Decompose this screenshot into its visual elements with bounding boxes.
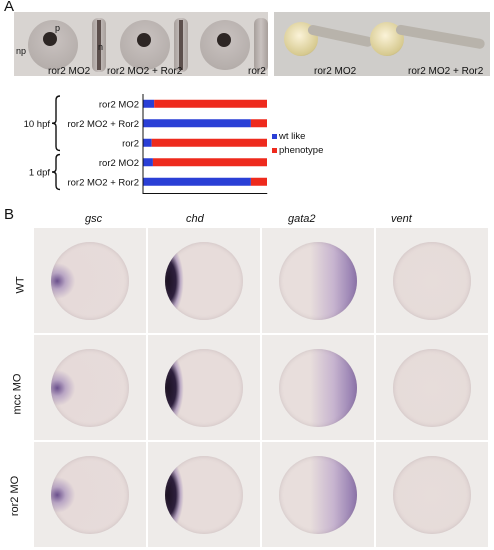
- bar-phenotype: [250, 119, 267, 128]
- caption-ror2: ror2: [248, 66, 266, 77]
- in-situ-image: [34, 228, 146, 333]
- embryo: [393, 241, 471, 320]
- in-situ-image: [262, 228, 374, 333]
- embryo: [279, 348, 357, 427]
- in-situ-image: [376, 228, 488, 333]
- column-header-gata2: gata2: [288, 213, 316, 225]
- bar-wt-like: [143, 119, 251, 128]
- category-label: ror2: [122, 138, 139, 149]
- in-situ-image: [34, 442, 146, 547]
- in-situ-grid: [34, 228, 490, 548]
- category-label: ror2 MO2 + Ror2: [67, 119, 139, 130]
- stage-10hpf-brace: [51, 95, 61, 152]
- column-header-chd: chd: [186, 213, 204, 225]
- bar-wt-like: [143, 177, 251, 186]
- phenotype-bar-chart: ror2 MO2 ror2 MO2 + Ror2 ror2 ror2 MO2 ror2 …: [24, 94, 323, 194]
- panel-a-label: A: [4, 0, 15, 15]
- stage-10hpf-label: 10 hpf: [24, 119, 51, 130]
- stage-1dpf-brace: [51, 153, 61, 191]
- bar-phenotype: [154, 99, 267, 108]
- bar-wt-like: [143, 158, 153, 167]
- side-caption-ror2-mo2-ror2: ror2 MO2 + Ror2: [408, 66, 484, 77]
- row-label-wt: WT: [14, 276, 27, 294]
- embryo: [393, 455, 471, 534]
- legend-swatch: [272, 148, 277, 153]
- in-situ-image: [376, 442, 488, 547]
- side-view-photo: [274, 12, 490, 76]
- embryo: [51, 348, 129, 427]
- in-situ-image: [34, 335, 146, 440]
- caption-ror2-mo2-ror2: ror2 MO2 + Ror2: [107, 66, 183, 77]
- in-situ-image: [262, 335, 374, 440]
- legend-entry: phenotype: [279, 145, 323, 156]
- bar-phenotype: [152, 158, 267, 167]
- embryo: [165, 241, 243, 320]
- embryo: [279, 241, 357, 320]
- embryo: [165, 348, 243, 427]
- row-label-mcc-mo: mcc MO: [11, 373, 24, 415]
- embryo: [51, 241, 129, 320]
- panel-b-label: B: [4, 206, 15, 223]
- column-header-vent: vent: [391, 213, 412, 225]
- column-header-gsc: gsc: [85, 213, 103, 225]
- legend-entry: wt like: [278, 131, 305, 142]
- in-situ-image: [376, 335, 488, 440]
- legend-swatch: [272, 134, 277, 139]
- category-label: ror2 MO2 + Ror2: [67, 177, 139, 188]
- bar-phenotype: [151, 138, 267, 147]
- bar-wt-like: [143, 99, 155, 108]
- caption-ror2-mo2: ror2 MO2: [48, 66, 91, 77]
- in-situ-image: [262, 442, 374, 547]
- side-caption-ror2-mo2: ror2 MO2: [314, 66, 357, 77]
- category-label: ror2 MO2: [99, 158, 139, 169]
- label-np: np: [16, 46, 27, 56]
- embryo: [51, 455, 129, 534]
- embryo: [279, 455, 357, 534]
- bar-phenotype: [250, 177, 267, 186]
- category-label: ror2 MO2: [99, 99, 139, 110]
- label-p: p: [55, 23, 61, 33]
- in-situ-image: [148, 442, 260, 547]
- in-situ-image: [148, 335, 260, 440]
- stage-1dpf-label: 1 dpf: [29, 168, 50, 179]
- row-label-ror2-mo: ror2 MO: [9, 475, 22, 517]
- embryo-photo-strip: [14, 12, 268, 76]
- bar-wt-like: [143, 138, 152, 147]
- in-situ-image: [148, 228, 260, 333]
- embryo: [393, 348, 471, 427]
- label-n: n: [98, 42, 104, 52]
- embryo: [165, 455, 243, 534]
